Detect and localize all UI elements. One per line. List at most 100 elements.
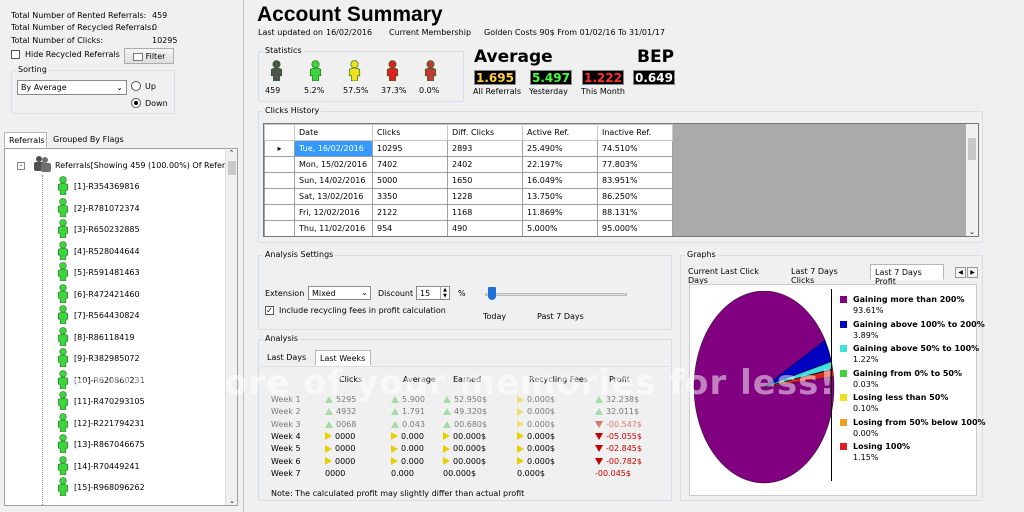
- row-selector[interactable]: [264, 172, 295, 189]
- history-cell[interactable]: 5.000%: [522, 220, 598, 236]
- history-cell[interactable]: 5000: [372, 172, 448, 189]
- history-row[interactable]: Sat, 13/02/2016 3350 1228 13.750% 86.250%: [264, 188, 673, 205]
- sort-select[interactable]: By Average ⌄: [17, 80, 127, 95]
- history-cell[interactable]: Fri, 12/02/2016: [294, 204, 373, 221]
- history-column-header[interactable]: Clicks: [372, 124, 448, 141]
- tree-root-label[interactable]: Referrals[Showing 459 (100.00%) Of Refer…: [55, 161, 238, 170]
- trend-icon: [517, 420, 524, 429]
- history-cell[interactable]: 13.750%: [522, 188, 598, 205]
- average-value-box: 1.695: [474, 70, 516, 85]
- history-scrollbar[interactable]: ⌄: [966, 124, 978, 236]
- trend-icon: [443, 408, 451, 416]
- scroll-up-icon[interactable]: ⌃: [228, 149, 235, 157]
- history-row[interactable]: Mon, 15/02/2016 7402 2402 22.197% 77.803%: [264, 156, 673, 173]
- scroll-thumb[interactable]: [228, 161, 236, 175]
- analysis-clicks: 0000: [325, 444, 355, 453]
- analysis-earned: 49.320$: [443, 407, 487, 416]
- legend-label: Gaining above 100% to 200%: [853, 319, 985, 329]
- tab-current-last-click-days[interactable]: Current Last Click Days: [688, 267, 759, 285]
- history-cell[interactable]: Sat, 13/02/2016: [294, 188, 373, 205]
- scroll-thumb[interactable]: [968, 138, 976, 160]
- history-cell[interactable]: 2893: [447, 140, 523, 157]
- history-cell[interactable]: 490: [447, 220, 523, 236]
- tree-collapse-icon[interactable]: -: [17, 162, 25, 170]
- trend-icon: [595, 396, 603, 403]
- header-clicks: Clicks: [339, 375, 363, 384]
- extension-select[interactable]: Mixed ⌄: [308, 286, 371, 300]
- history-column-header[interactable]: Diff. Clicks: [447, 124, 523, 141]
- history-cell[interactable]: Sun, 14/02/2016: [294, 172, 373, 189]
- tab-last-7-days-clicks[interactable]: Last 7 Days Clicks: [791, 267, 838, 285]
- history-cell[interactable]: 1168: [447, 204, 523, 221]
- tab-last-days[interactable]: Last Days: [267, 353, 307, 362]
- row-selector[interactable]: [264, 156, 295, 173]
- trend-icon: [595, 408, 603, 416]
- period-slider-thumb[interactable]: [488, 287, 496, 300]
- legend-label: Gaining from 0% to 50%: [853, 368, 963, 378]
- history-cell[interactable]: Mon, 15/02/2016: [294, 156, 373, 173]
- scroll-down-icon[interactable]: ⌄: [229, 497, 235, 505]
- include-fees-label: Include recycling fees in profit calcula…: [279, 306, 446, 315]
- history-cell[interactable]: 10295: [372, 140, 448, 157]
- history-cell[interactable]: 3350: [372, 188, 448, 205]
- sort-down-radio[interactable]: [131, 98, 141, 108]
- history-cell[interactable]: 7402: [372, 156, 448, 173]
- trend-icon: [325, 396, 333, 403]
- history-cell[interactable]: 2402: [447, 156, 523, 173]
- discount-stepper[interactable]: 15 ▲ ▼: [416, 286, 450, 300]
- history-cell[interactable]: 954: [372, 220, 448, 236]
- analysis-earned: 00.680$: [443, 420, 487, 429]
- history-cell[interactable]: 1650: [447, 172, 523, 189]
- history-cell[interactable]: 1228: [447, 188, 523, 205]
- tree-scrollbar[interactable]: ⌃ ⌄: [225, 149, 237, 505]
- row-selector[interactable]: ▸: [264, 140, 295, 157]
- scroll-down-icon[interactable]: ⌄: [969, 228, 975, 236]
- sort-up-radio[interactable]: [131, 81, 141, 91]
- slider-today-label: Today: [483, 312, 507, 321]
- history-cell[interactable]: 86.250%: [597, 188, 673, 205]
- history-row[interactable]: Sun, 14/02/2016 5000 1650 16.049% 83.951%: [264, 172, 673, 189]
- history-cell[interactable]: Tue, 16/02/2016: [294, 140, 373, 157]
- history-cell[interactable]: 16.049%: [522, 172, 598, 189]
- history-cell[interactable]: 77.803%: [597, 156, 673, 173]
- include-fees-checkbox[interactable]: ✓: [265, 306, 274, 315]
- history-cell[interactable]: 22.197%: [522, 156, 598, 173]
- history-cell[interactable]: 95.000%: [597, 220, 673, 236]
- history-cell[interactable]: 25.490%: [522, 140, 598, 157]
- history-cell[interactable]: 11.869%: [522, 204, 598, 221]
- history-column-header[interactable]: Date: [294, 124, 373, 141]
- stepper-arrows-icon[interactable]: ▲ ▼: [440, 287, 449, 299]
- row-selector[interactable]: [264, 188, 295, 205]
- referral-tree[interactable]: - Referrals[Showing 459 (100.00%) Of Ref…: [4, 148, 238, 506]
- row-selector[interactable]: [264, 204, 295, 221]
- history-row[interactable]: Thu, 11/02/2016 954 490 5.000% 95.000%: [264, 220, 673, 236]
- tab-grouped-by-flags[interactable]: Grouped By Flags: [53, 135, 124, 144]
- tab-scroll-left-icon[interactable]: ◀: [955, 267, 966, 278]
- history-cell[interactable]: 2122: [372, 204, 448, 221]
- hide-recycled-checkbox[interactable]: [11, 50, 20, 59]
- tab-referrals[interactable]: Referrals: [4, 132, 47, 148]
- trend-icon: [443, 444, 450, 453]
- legend-value: 0.03%: [853, 379, 879, 389]
- history-cell[interactable]: 83.951%: [597, 172, 673, 189]
- tab-last-weeks[interactable]: Last Weeks: [315, 350, 371, 366]
- history-column-header[interactable]: Active Ref.: [522, 124, 598, 141]
- history-cell[interactable]: 74.510%: [597, 140, 673, 157]
- analysis-average: 0.000: [391, 432, 424, 441]
- trend-icon: [517, 444, 524, 453]
- trend-icon: [325, 444, 332, 453]
- history-cell[interactable]: 88.131%: [597, 204, 673, 221]
- period-slider-track[interactable]: [485, 293, 627, 296]
- history-column-header[interactable]: Inactive Ref.: [597, 124, 673, 141]
- history-cell[interactable]: Thu, 11/02/2016: [294, 220, 373, 236]
- clicks-history-grid[interactable]: Date Clicks Diff. Clicks Active Ref. Inactiv…: [263, 123, 979, 237]
- row-selector[interactable]: [264, 220, 295, 236]
- analysis-week: Week 1: [271, 395, 301, 404]
- filter-button[interactable]: Filter: [124, 48, 174, 64]
- history-row[interactable]: ▸ Tue, 16/02/2016 10295 2893 25.490% 74.510%: [264, 140, 673, 157]
- analysis-value: 0.000$: [527, 407, 555, 417]
- tab-last-7-days-profit[interactable]: Last 7 Days Profit: [870, 264, 944, 286]
- analysis-value: -05.055$: [606, 431, 642, 441]
- history-row[interactable]: Fri, 12/02/2016 2122 1168 11.869% 88.131%: [264, 204, 673, 221]
- tab-scroll-right-icon[interactable]: ▶: [967, 267, 978, 278]
